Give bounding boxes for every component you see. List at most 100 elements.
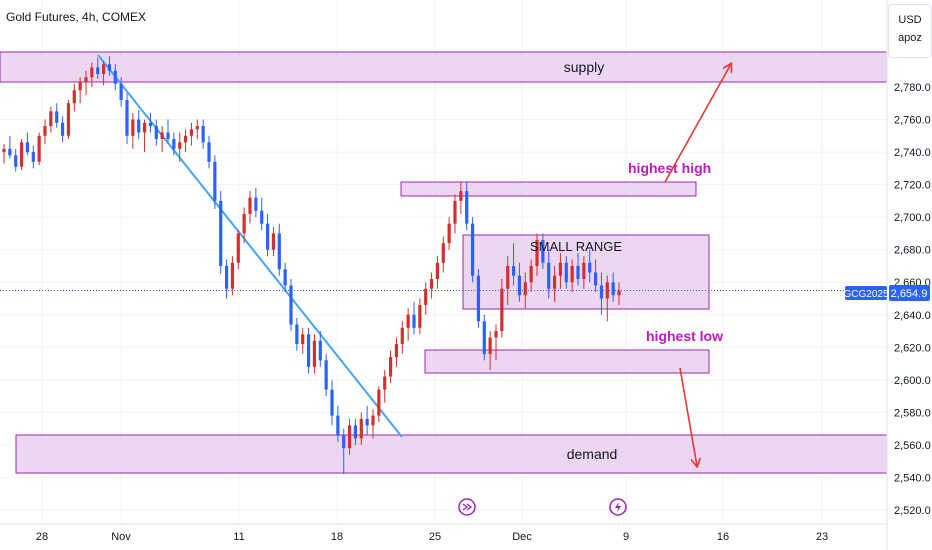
y-tick-label: 2,720.0 <box>894 180 931 192</box>
y-tick-label: 2,640.0 <box>894 310 931 322</box>
candle <box>511 243 516 286</box>
candle <box>318 331 322 367</box>
arrow-up <box>664 64 731 183</box>
candle <box>500 278 504 338</box>
y-tick-label: 2,560.0 <box>894 440 931 452</box>
candle <box>72 83 76 112</box>
candle <box>154 119 158 146</box>
current-price-text: 2,654.9 <box>891 288 928 300</box>
candle <box>547 249 551 299</box>
candle <box>347 418 352 455</box>
y-tick-label: 2,740.0 <box>894 147 931 159</box>
candle <box>412 301 416 335</box>
candle <box>142 119 147 153</box>
candle <box>2 143 6 164</box>
lightning-icon[interactable] <box>609 498 627 516</box>
candle <box>558 252 563 289</box>
supply-zone[interactable] <box>0 51 888 83</box>
candle <box>119 77 123 107</box>
candle <box>365 405 369 436</box>
demand-zone[interactable] <box>15 434 888 474</box>
candle <box>31 145 35 169</box>
candle <box>213 155 217 210</box>
candle <box>55 103 59 128</box>
candle <box>230 256 235 296</box>
candle <box>353 418 358 445</box>
candle <box>195 119 199 140</box>
candle <box>295 318 299 351</box>
candle <box>224 259 229 299</box>
candle <box>424 282 428 315</box>
candle <box>37 132 41 166</box>
x-tick-label: 28 <box>36 531 48 543</box>
fast-forward-icon[interactable] <box>458 498 476 516</box>
candle <box>236 230 240 270</box>
time-axis[interactable]: 28 Nov 11 18 25 Dec 9 16 23 <box>36 531 828 543</box>
candle <box>43 119 47 144</box>
small-range-zone[interactable] <box>462 234 710 310</box>
candle-series <box>2 56 621 475</box>
candle <box>96 57 100 79</box>
x-tick-label: 23 <box>816 531 828 543</box>
candle <box>406 308 410 341</box>
highest-low-zone[interactable] <box>424 349 710 374</box>
currency-code: USD <box>898 14 922 26</box>
candle <box>476 269 481 328</box>
candle <box>183 129 188 153</box>
candle <box>383 370 387 403</box>
highest-high-zone[interactable] <box>400 181 697 197</box>
y-tick-label: 2,520.0 <box>894 505 931 517</box>
chart-title: Gold Futures, 4h, COMEX <box>6 10 147 24</box>
candle <box>429 272 434 299</box>
currency-selector[interactable]: USD apoz <box>888 4 932 58</box>
candle <box>66 100 71 140</box>
highest-high-label: highest high <box>628 160 711 176</box>
candle <box>441 236 445 273</box>
candle <box>166 119 170 144</box>
candle <box>582 256 586 289</box>
candle <box>306 327 311 374</box>
candle <box>178 132 182 162</box>
candle <box>201 119 205 149</box>
currency-sub: apoz <box>898 32 922 44</box>
candle <box>271 226 276 257</box>
y-tick-label: 2,760.0 <box>894 115 931 127</box>
current-price-tag <box>889 285 930 301</box>
candle <box>541 233 545 270</box>
small-range-label: SMALL RANGE <box>530 239 622 254</box>
candle <box>101 60 106 86</box>
candle <box>605 275 609 322</box>
trend-line[interactable] <box>97 54 403 438</box>
candle <box>242 207 246 244</box>
candle <box>388 350 393 384</box>
y-tick-label: 2,540.0 <box>894 472 931 484</box>
y-tick-label: 2,620.0 <box>894 342 931 354</box>
candle <box>371 409 375 439</box>
arrow-down <box>679 367 697 466</box>
supply-label: supply <box>564 59 604 75</box>
candle <box>494 324 498 361</box>
x-tick-label: 11 <box>233 531 244 543</box>
candle <box>435 256 440 289</box>
candle <box>289 278 293 332</box>
candle <box>564 256 568 289</box>
candle <box>535 233 539 276</box>
candle <box>131 113 135 149</box>
candle <box>552 265 557 302</box>
x-tick-label: Dec <box>512 531 532 543</box>
candle <box>359 412 363 445</box>
candle <box>107 56 112 76</box>
candle <box>336 405 340 442</box>
candle <box>277 223 281 276</box>
candle <box>488 331 492 371</box>
y-tick-label: 2,700.0 <box>894 212 931 224</box>
candle <box>617 282 621 306</box>
candle <box>254 187 258 218</box>
candle <box>611 272 615 302</box>
candle <box>447 217 451 250</box>
y-tick-label: 2,680.0 <box>894 245 931 257</box>
candle <box>189 122 194 146</box>
candle <box>301 327 305 354</box>
candle <box>137 109 141 140</box>
